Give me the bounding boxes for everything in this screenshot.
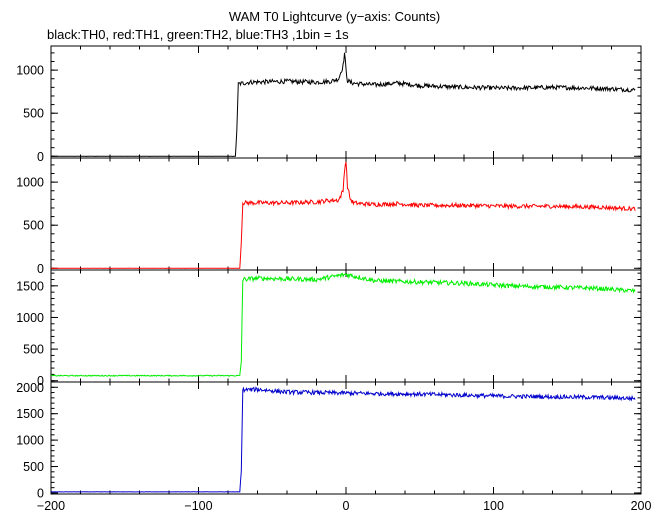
x-tick-label: 100 bbox=[483, 499, 504, 513]
series-line-2 bbox=[50, 272, 636, 377]
y-tick-label: 500 bbox=[23, 343, 44, 357]
panel-frame-1 bbox=[50, 157, 642, 271]
y-tick-label: 1000 bbox=[16, 434, 44, 448]
series-line-3 bbox=[50, 386, 636, 493]
series-line-1 bbox=[50, 161, 636, 269]
y-tick-label: 1500 bbox=[16, 407, 44, 421]
y-tick-label: 2000 bbox=[16, 381, 44, 395]
x-tick-label: 200 bbox=[631, 499, 652, 513]
y-tick-label: 1000 bbox=[16, 64, 44, 78]
series-line-0 bbox=[50, 52, 636, 157]
panel-frame-3 bbox=[50, 381, 642, 495]
y-tick-label: 0 bbox=[37, 486, 44, 500]
y-tick-label: 500 bbox=[23, 107, 44, 121]
y-tick-label: 0 bbox=[37, 374, 44, 388]
y-tick-label: 500 bbox=[23, 219, 44, 233]
y-tick-label: 0 bbox=[37, 262, 44, 276]
y-tick-label: 0 bbox=[37, 150, 44, 164]
y-tick-label: 1500 bbox=[16, 279, 44, 293]
chart-title: WAM T0 Lightcurve (y−axis: Counts) bbox=[228, 9, 441, 24]
x-tick-label: −200 bbox=[37, 499, 65, 513]
x-tick-label: −100 bbox=[184, 499, 212, 513]
y-tick-label: 1000 bbox=[16, 176, 44, 190]
y-tick-label: 1000 bbox=[16, 311, 44, 325]
chart-subtitle: black:TH0, red:TH1, green:TH2, blue:TH3 … bbox=[47, 27, 349, 42]
x-tick-label: 0 bbox=[343, 499, 350, 513]
y-tick-label: 500 bbox=[23, 460, 44, 474]
